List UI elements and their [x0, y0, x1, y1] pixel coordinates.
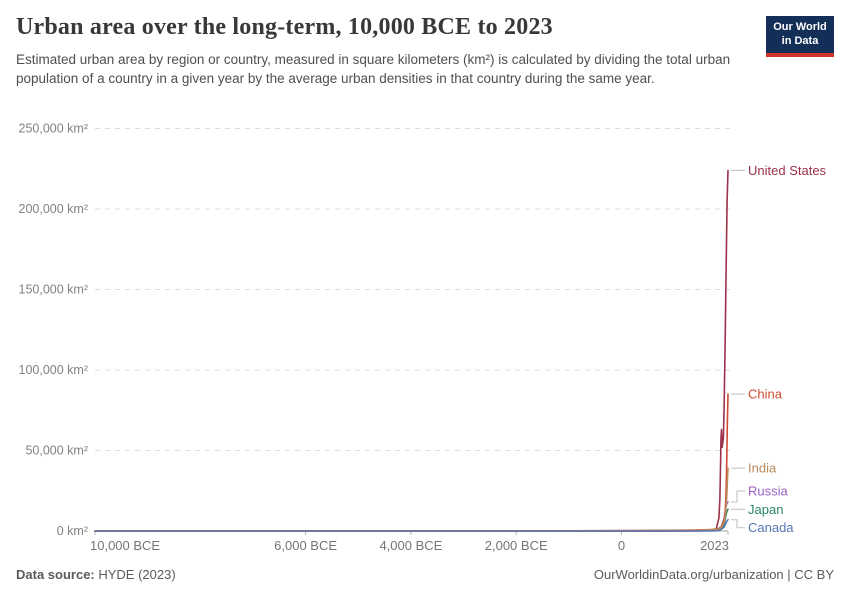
chart-subtitle: Estimated urban area by region or countr… [16, 52, 731, 87]
data-source: Data source: HYDE (2023) [16, 567, 176, 582]
series-line-china[interactable] [94, 393, 729, 532]
series-label-china[interactable]: China [748, 387, 783, 402]
x-axis-tick-label: 4,000 BCE [379, 538, 442, 553]
data-source-value: HYDE (2023) [94, 567, 176, 582]
series-label-japan[interactable]: Japan [748, 502, 783, 517]
series-line-japan[interactable] [94, 508, 729, 532]
y-axis-tick-label: 0 km² [57, 524, 88, 538]
x-axis-tick-label: 0 [618, 538, 625, 553]
y-axis-tick-label: 100,000 km² [19, 363, 88, 377]
series-label-canada[interactable]: Canada [748, 520, 794, 535]
y-axis-tick-label: 150,000 km² [19, 283, 88, 297]
x-axis-tick-label: 2023 [700, 538, 729, 553]
owid-url-link[interactable]: OurWorldinData.org/urbanization | CC BY [593, 567, 834, 582]
series-line-india[interactable] [94, 467, 729, 532]
label-leader-line-canada [731, 519, 745, 529]
chart-footer: Data source: HYDE (2023) OurWorldinData.… [16, 567, 834, 582]
series-label-russia[interactable]: Russia [748, 484, 789, 499]
series-line-united-states[interactable] [94, 169, 729, 532]
data-source-label: Data source: [16, 567, 95, 582]
y-axis-tick-label: 200,000 km² [19, 202, 88, 216]
page-title: Urban area over the long-term, 10,000 BC… [16, 14, 553, 40]
x-axis-tick-label: 6,000 BCE [274, 538, 337, 553]
x-axis-tick-label: 10,000 BCE [90, 538, 160, 553]
series-line-canada[interactable] [94, 518, 729, 532]
label-leader-line-russia [731, 490, 745, 503]
series-label-india[interactable]: India [748, 461, 777, 476]
series-line-russia[interactable] [94, 501, 729, 532]
y-axis-tick-label: 250,000 km² [19, 122, 88, 136]
owid-logo[interactable]: Our World in Data [766, 16, 834, 57]
series-label-united-states[interactable]: United States [748, 163, 827, 178]
x-axis-tick-label: 2,000 BCE [485, 538, 548, 553]
y-axis-tick-label: 50,000 km² [25, 444, 88, 458]
owid-logo-line2: in Data [781, 34, 819, 47]
owid-logo-line1: Our World [773, 21, 827, 33]
